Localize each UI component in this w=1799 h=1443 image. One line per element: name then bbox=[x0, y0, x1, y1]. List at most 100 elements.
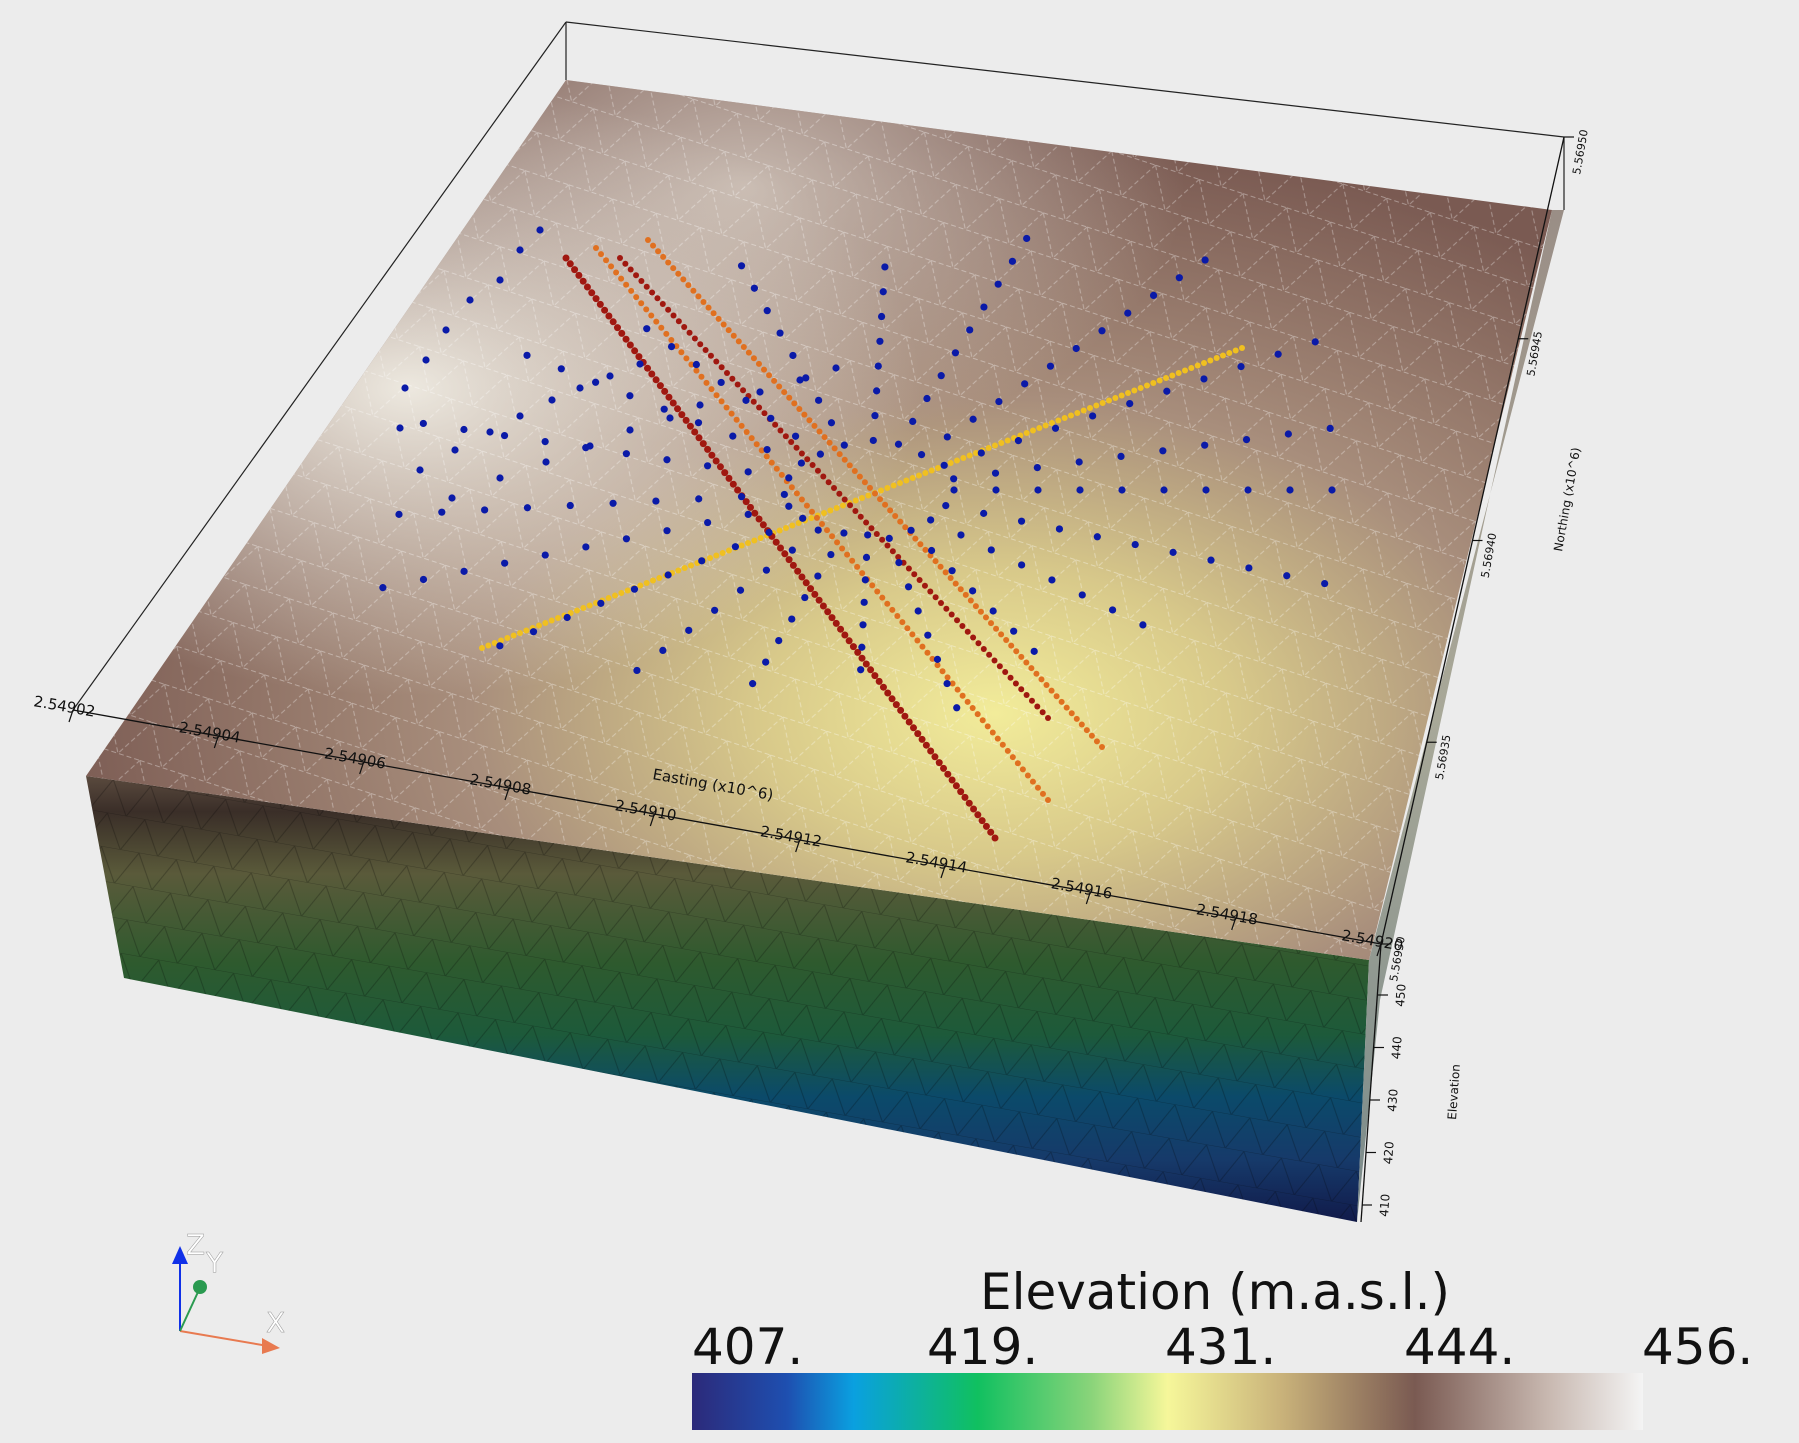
survey-line-red bbox=[1012, 680, 1019, 687]
survey-line-orange bbox=[598, 251, 605, 258]
survey-line-orange bbox=[793, 490, 800, 497]
sample-point bbox=[1159, 447, 1167, 455]
sample-point bbox=[797, 459, 806, 467]
survey-line-red bbox=[633, 272, 640, 279]
survey-line-yellow bbox=[574, 607, 580, 614]
sample-point bbox=[763, 446, 771, 454]
elevation-tick-label: 410 bbox=[1377, 1193, 1393, 1217]
survey-line-red bbox=[575, 271, 583, 279]
survey-line-orange bbox=[1039, 790, 1046, 797]
survey-line-yellow bbox=[1106, 397, 1112, 404]
survey-line-orange bbox=[648, 312, 655, 319]
sample-point bbox=[1237, 362, 1245, 371]
survey-line-orange bbox=[660, 253, 667, 260]
survey-line-orange bbox=[912, 535, 919, 542]
sample-point bbox=[948, 567, 956, 575]
sample-point bbox=[496, 474, 504, 482]
survey-line-orange bbox=[1018, 653, 1025, 660]
sample-point bbox=[924, 631, 932, 639]
y-axis-label: Y bbox=[205, 1246, 224, 1279]
survey-line-red bbox=[825, 479, 832, 486]
sample-point bbox=[871, 412, 879, 420]
survey-line-red bbox=[918, 735, 926, 743]
survey-line-red bbox=[785, 556, 793, 564]
survey-line-orange bbox=[693, 367, 700, 374]
sample-point bbox=[1046, 362, 1055, 370]
sample-point bbox=[763, 307, 771, 315]
survey-line-red bbox=[782, 433, 789, 440]
sample-point bbox=[1283, 572, 1291, 580]
sample-point bbox=[1169, 548, 1177, 556]
survey-line-red bbox=[927, 747, 935, 755]
survey-line-red bbox=[927, 588, 934, 595]
survey-line-yellow bbox=[1112, 395, 1119, 401]
survey-line-yellow bbox=[928, 467, 935, 474]
survey-line-red bbox=[996, 663, 1003, 670]
survey-line-orange bbox=[1004, 747, 1011, 754]
survey-line-red bbox=[638, 278, 645, 284]
survey-line-yellow bbox=[1182, 367, 1188, 374]
survey-line-red bbox=[982, 822, 990, 830]
survey-line-orange bbox=[700, 298, 707, 305]
survey-line-red bbox=[622, 335, 630, 343]
survey-line-orange bbox=[1078, 721, 1085, 728]
survey-line-orange bbox=[846, 462, 853, 469]
survey-line-yellow bbox=[485, 642, 492, 649]
survey-line-red bbox=[713, 358, 720, 365]
survey-line-red bbox=[901, 712, 909, 720]
survey-line-red bbox=[718, 364, 725, 371]
sample-point bbox=[859, 621, 867, 629]
sample-point bbox=[501, 559, 509, 567]
survey-line-yellow bbox=[1156, 377, 1163, 384]
sample-point bbox=[840, 441, 848, 449]
survey-line-red bbox=[1045, 715, 1051, 721]
elevation-tick-label: 450 bbox=[1393, 983, 1409, 1007]
survey-line-orange bbox=[914, 637, 921, 644]
sample-point bbox=[914, 607, 922, 615]
survey-line-orange bbox=[778, 471, 785, 478]
survey-line-orange bbox=[763, 453, 770, 460]
survey-line-orange bbox=[959, 692, 966, 699]
survey-line-orange bbox=[919, 643, 926, 650]
survey-line-orange bbox=[603, 257, 610, 264]
survey-line-orange bbox=[1048, 687, 1055, 694]
survey-line-orange bbox=[922, 546, 929, 553]
survey-line-orange bbox=[964, 698, 971, 705]
survey-line-red bbox=[654, 295, 661, 302]
sample-point bbox=[451, 446, 459, 454]
easting-tick bbox=[940, 865, 946, 879]
sample-point bbox=[832, 364, 840, 372]
survey-line-red bbox=[659, 301, 666, 307]
sample-point bbox=[864, 531, 872, 539]
survey-line-red bbox=[669, 399, 677, 407]
survey-line-red bbox=[991, 834, 999, 842]
sample-point bbox=[731, 543, 740, 551]
survey-line-orange bbox=[942, 569, 949, 576]
survey-line-orange bbox=[861, 479, 868, 486]
sample-point bbox=[586, 442, 594, 450]
survey-line-yellow bbox=[586, 602, 593, 609]
survey-line-red bbox=[986, 651, 993, 658]
sample-point bbox=[857, 666, 865, 674]
survey-line-orange bbox=[638, 300, 645, 307]
survey-line-orange bbox=[967, 597, 974, 604]
survey-line-red bbox=[837, 625, 845, 633]
sample-point bbox=[1023, 234, 1031, 243]
survey-line-yellow bbox=[548, 617, 555, 624]
sample-point bbox=[563, 613, 571, 622]
survey-line-red bbox=[755, 515, 763, 523]
survey-line-orange bbox=[897, 518, 904, 525]
survey-line-orange bbox=[663, 330, 670, 337]
survey-line-orange bbox=[982, 614, 989, 621]
survey-line-orange bbox=[1028, 665, 1035, 672]
survey-line-orange bbox=[1008, 642, 1015, 649]
sample-point bbox=[1163, 387, 1171, 395]
survey-line-red bbox=[1028, 697, 1035, 704]
elevation-tick-label: 430 bbox=[1385, 1088, 1401, 1112]
survey-line-yellow bbox=[1017, 432, 1024, 439]
sample-point bbox=[419, 419, 427, 428]
survey-line-orange bbox=[859, 570, 866, 577]
sample-point bbox=[877, 312, 886, 321]
survey-line-yellow bbox=[1055, 417, 1062, 424]
